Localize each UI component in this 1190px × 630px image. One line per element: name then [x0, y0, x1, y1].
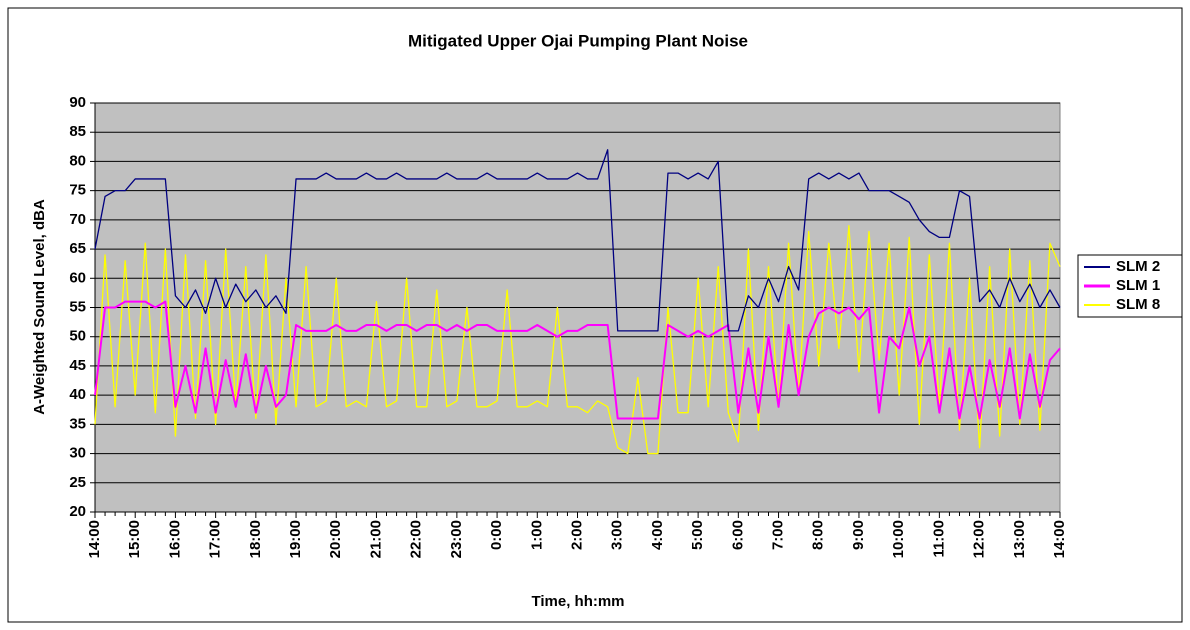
y-tick-label: 30 [69, 445, 86, 462]
y-tick-label: 60 [69, 269, 86, 286]
series-line [94, 300, 1061, 420]
x-tick-label: 3:00 [609, 520, 626, 550]
x-tick-label: 22:00 [408, 520, 425, 558]
y-tick-label: 75 [69, 182, 86, 199]
x-tick-label: 7:00 [770, 520, 787, 550]
y-axis-title: A-Weighted Sound Level, dBA [31, 199, 48, 415]
y-tick-label: 45 [69, 357, 86, 374]
x-tick-label: 14:00 [86, 520, 103, 558]
y-tick-label: 20 [69, 503, 86, 520]
x-tick-label: 4:00 [649, 520, 666, 550]
x-tick-label: 13:00 [1011, 520, 1028, 558]
x-axis-title: Time, hh:mm [531, 593, 624, 610]
x-tick-label: 21:00 [367, 520, 384, 558]
x-tick-label: 23:00 [448, 520, 465, 558]
legend-label: SLM 8 [1116, 296, 1160, 313]
legend-label: SLM 1 [1116, 277, 1160, 294]
x-tick-label: 0:00 [488, 520, 505, 550]
x-tick-label: 20:00 [327, 520, 344, 558]
x-tick-label: 5:00 [689, 520, 706, 550]
y-tick-label: 35 [69, 415, 86, 432]
y-tick-label: 90 [69, 94, 86, 111]
x-tick-label: 2:00 [568, 520, 585, 550]
x-tick-label: 10:00 [890, 520, 907, 558]
x-tick-label: 18:00 [247, 520, 264, 558]
y-tick-label: 55 [69, 298, 86, 315]
y-tick-label: 80 [69, 152, 86, 169]
x-tick-label: 9:00 [850, 520, 867, 550]
series-line [94, 225, 1061, 455]
series-line [94, 149, 1061, 332]
x-tick-label: 16:00 [166, 520, 183, 558]
x-tick-label: 17:00 [207, 520, 224, 558]
y-tick-label: 25 [69, 474, 86, 491]
y-tick-label: 70 [69, 211, 86, 228]
legend-label: SLM 2 [1116, 258, 1160, 275]
y-tick-label: 50 [69, 328, 86, 345]
x-tick-label: 14:00 [1051, 520, 1068, 558]
y-tick-label: 65 [69, 240, 86, 257]
chart-title: Mitigated Upper Ojai Pumping Plant Noise [408, 31, 748, 50]
y-tick-label: 40 [69, 386, 86, 403]
x-tick-label: 19:00 [287, 520, 304, 558]
x-tick-label: 1:00 [528, 520, 545, 550]
x-tick-label: 12:00 [971, 520, 988, 558]
x-tick-label: 15:00 [126, 520, 143, 558]
x-tick-label: 8:00 [810, 520, 827, 550]
x-tick-label: 6:00 [729, 520, 746, 550]
y-tick-label: 85 [69, 123, 86, 140]
x-tick-label: 11:00 [930, 520, 947, 558]
